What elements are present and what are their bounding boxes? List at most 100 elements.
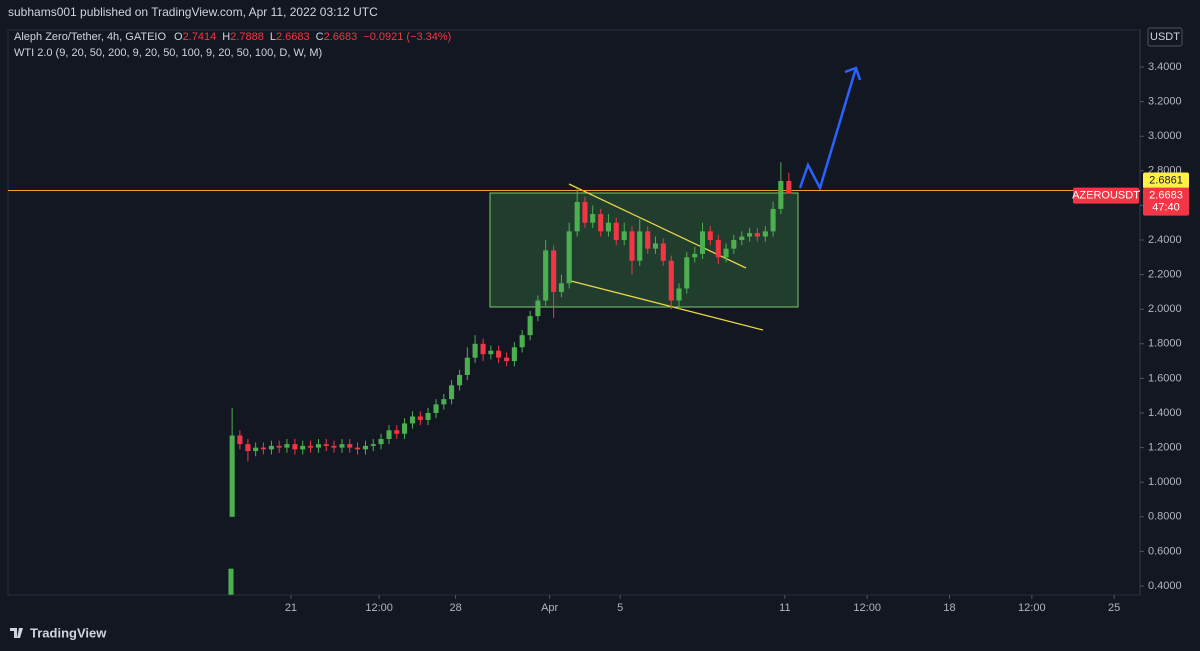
candle-body [245,444,251,452]
last-price-box [1143,187,1189,216]
candle-body [739,236,745,241]
candle-body [237,435,243,445]
candle-body [566,231,572,284]
candle-body [425,413,431,420]
candle-body [723,248,729,258]
candle-body [519,335,525,348]
consolidation-box [489,192,799,308]
indicator-legend: WTI 2.0 (9, 20, 50, 200, 9, 20, 50, 100,… [14,47,322,59]
candle-body [527,316,533,336]
y-tick-label: 3.2000 [1148,96,1182,108]
change: −0.0921 (−3.34%) [363,31,451,43]
y-tick-label: 3.4000 [1148,61,1182,73]
candle-body [684,257,690,289]
candle-body [449,385,455,400]
candle-body [613,222,619,241]
candle-body [535,300,541,317]
candle-body [582,201,588,223]
candle-body [394,430,400,434]
lower-trendline [566,279,764,331]
candle-body [786,180,792,194]
y-tick-label: 1.0000 [1148,476,1182,488]
candle-body [253,447,259,452]
candle-body [637,231,643,261]
y-tick-label: 0.6000 [1148,545,1182,557]
symbol-legend: Aleph Zero/Tether, 4h, GATEIO O2.7414 H2.7… [14,31,451,43]
candle-body [315,444,322,448]
candle-body [707,231,713,241]
x-tick-label: 12:00 [853,602,881,614]
candle-body [323,444,329,446]
candle-body [754,233,760,237]
candle-body [629,231,635,261]
candle-body [417,416,423,420]
candle-body [354,447,361,450]
y-tick-label: 1.4000 [1148,407,1182,419]
brand: TradingView [30,625,107,640]
candle-body [260,447,266,450]
ohlc-label: C [316,31,324,43]
x-tick-label: 11 [779,602,790,614]
candle-body [770,208,776,232]
candle-body [300,445,306,450]
candle-body [331,445,337,448]
candle-body [668,260,674,301]
symbol: Aleph Zero/Tether, 4h, GATEIO [14,31,166,43]
candle-body [228,568,234,595]
x-tick-label: 12:00 [1018,602,1046,614]
candle-body [401,423,408,434]
symbol-tag-box [1073,187,1139,204]
y-tick-label: 2.2000 [1148,269,1182,281]
candle-body [347,444,353,448]
currency-box [1147,27,1183,47]
symbol-tag: AZEROUSDT [1072,190,1140,202]
candle-body [676,288,682,301]
x-tick-label: Apr [541,602,558,614]
candle-body [574,201,580,232]
candle-body [386,430,392,439]
candle-body [339,444,345,448]
y-tick-label: 0.8000 [1148,511,1182,523]
footer-bar [0,618,1200,651]
candle-body [660,243,666,261]
candle-body [778,180,784,209]
candle-body [598,214,604,232]
candle-body [504,357,510,362]
candle-body [558,283,564,292]
candle-body [621,231,627,241]
x-tick-label: 21 [285,602,297,614]
candle-body [433,404,439,414]
y-tick-label: 2.0000 [1148,303,1182,315]
candle-body [284,444,290,448]
ohlc-value: 2.6683 [276,31,310,43]
ohlc-value: 2.6683 [324,31,358,43]
x-tick-label: 25 [1108,602,1120,614]
candle-body [409,416,416,424]
candle-body [480,343,486,355]
ohlc-value: 2.7888 [230,31,264,43]
candle-body [762,231,768,237]
ohlc-label: O [174,31,183,43]
candle-body [699,231,706,254]
x-tick-label: 18 [943,602,955,614]
candle-body [441,399,447,405]
candle-body [511,347,517,362]
candle-body [747,233,753,237]
candle-body [692,253,698,258]
y-tick-label: 1.8000 [1148,338,1182,350]
candle-body [715,240,721,258]
candle-body [731,240,737,249]
x-tick-label: 28 [449,602,461,614]
ohlc-value: 2.7414 [183,31,217,43]
candle-body [645,231,651,249]
countdown: 47:40 [1152,202,1180,214]
x-tick-label: 5 [617,602,623,614]
ohlc-label: L [270,31,276,43]
x-tick-label: 12:00 [365,602,393,614]
y-tick-label: 1.2000 [1148,442,1182,454]
last-price: 2.6683 [1149,190,1183,202]
candle-body [229,435,235,517]
